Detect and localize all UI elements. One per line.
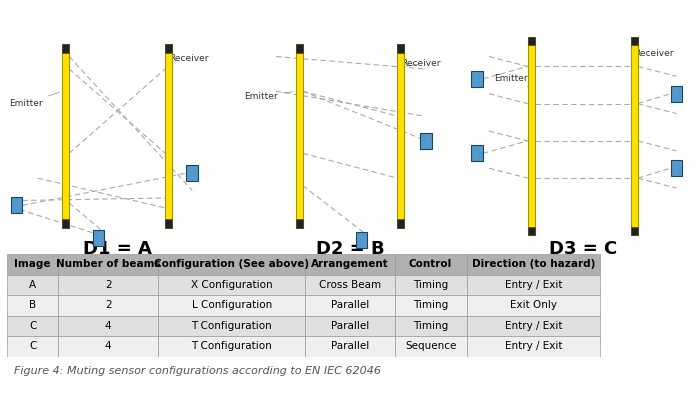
Text: L Configuration: L Configuration <box>192 300 272 310</box>
Bar <box>671 160 682 176</box>
Bar <box>528 37 535 235</box>
Bar <box>395 336 467 357</box>
Text: T Configuration: T Configuration <box>191 341 272 351</box>
Bar <box>471 71 483 87</box>
Text: Figure 4: Muting sensor configurations according to EN IEC 62046: Figure 4: Muting sensor configurations a… <box>14 366 381 376</box>
Text: 4: 4 <box>105 341 111 351</box>
Bar <box>305 254 395 275</box>
Bar <box>631 37 638 235</box>
Bar <box>7 316 58 336</box>
Bar <box>295 219 302 228</box>
Bar <box>295 44 302 53</box>
Text: Emitter: Emitter <box>9 92 60 108</box>
Bar <box>58 316 158 336</box>
Text: Cross Beam: Cross Beam <box>319 280 381 290</box>
Bar <box>467 295 601 316</box>
Text: Image: Image <box>15 259 51 269</box>
Bar <box>58 275 158 295</box>
Bar <box>7 336 58 357</box>
Bar <box>7 254 58 275</box>
Bar <box>467 336 601 357</box>
Text: Emitter: Emitter <box>494 74 528 86</box>
Text: C: C <box>29 321 36 331</box>
Text: Parallel: Parallel <box>331 300 369 310</box>
Bar <box>92 230 104 246</box>
Bar <box>58 254 158 275</box>
Text: Receiver: Receiver <box>401 59 440 69</box>
Text: Entry / Exit: Entry / Exit <box>505 280 562 290</box>
Text: D3 = C: D3 = C <box>549 240 617 258</box>
Bar <box>395 254 467 275</box>
Text: D1 = A: D1 = A <box>83 240 152 258</box>
Text: 4: 4 <box>105 321 111 331</box>
Text: B: B <box>29 300 36 310</box>
Text: Exit Only: Exit Only <box>510 300 557 310</box>
Text: Timing: Timing <box>413 321 448 331</box>
Bar <box>398 219 405 228</box>
Bar <box>395 275 467 295</box>
Text: Arrangement: Arrangement <box>311 259 389 269</box>
Bar <box>165 219 172 228</box>
Bar <box>58 295 158 316</box>
Bar <box>165 44 172 228</box>
Bar <box>165 44 172 53</box>
Bar <box>158 295 305 316</box>
Bar <box>305 295 395 316</box>
Bar <box>395 295 467 316</box>
Bar <box>631 37 638 45</box>
Bar <box>421 133 432 149</box>
Bar <box>10 197 22 214</box>
Bar <box>62 44 69 228</box>
Bar <box>305 316 395 336</box>
Text: Control: Control <box>409 259 452 269</box>
Bar <box>158 254 305 275</box>
Text: T Configuration: T Configuration <box>191 321 272 331</box>
Text: Parallel: Parallel <box>331 341 369 351</box>
Bar <box>528 227 535 235</box>
Text: 2: 2 <box>105 280 111 290</box>
Text: Timing: Timing <box>413 280 448 290</box>
Bar <box>398 44 405 53</box>
Bar <box>7 295 58 316</box>
Text: X Configuration: X Configuration <box>191 280 272 290</box>
Bar <box>398 44 405 228</box>
Text: C: C <box>29 341 36 351</box>
Bar <box>631 227 638 235</box>
Bar <box>58 336 158 357</box>
Text: Entry / Exit: Entry / Exit <box>505 321 562 331</box>
Bar <box>671 85 682 102</box>
Bar <box>158 336 305 357</box>
Bar <box>356 232 368 248</box>
Bar <box>62 44 69 53</box>
Text: Configuration (See above): Configuration (See above) <box>154 259 309 269</box>
Bar <box>62 219 69 228</box>
Text: Sequence: Sequence <box>405 341 456 351</box>
Text: Timing: Timing <box>413 300 448 310</box>
Bar <box>7 275 58 295</box>
Bar <box>467 254 601 275</box>
Bar <box>305 275 395 295</box>
Text: D2 = B: D2 = B <box>316 240 384 258</box>
Bar <box>158 275 305 295</box>
Text: A: A <box>29 280 36 290</box>
Text: Emitter: Emitter <box>244 92 293 101</box>
Bar <box>186 165 198 181</box>
Text: Receiver: Receiver <box>634 50 674 61</box>
Text: Parallel: Parallel <box>331 321 369 331</box>
Bar <box>395 316 467 336</box>
Text: 2: 2 <box>105 300 111 310</box>
Text: Receiver: Receiver <box>169 54 209 67</box>
Text: Direction (to hazard): Direction (to hazard) <box>472 259 595 269</box>
Bar <box>467 275 601 295</box>
Text: Entry / Exit: Entry / Exit <box>505 341 562 351</box>
Bar <box>295 44 302 228</box>
Text: Number of beams: Number of beams <box>56 259 160 269</box>
Bar <box>528 37 535 45</box>
Bar <box>158 316 305 336</box>
Bar <box>467 316 601 336</box>
Bar <box>471 145 483 162</box>
Bar <box>305 336 395 357</box>
